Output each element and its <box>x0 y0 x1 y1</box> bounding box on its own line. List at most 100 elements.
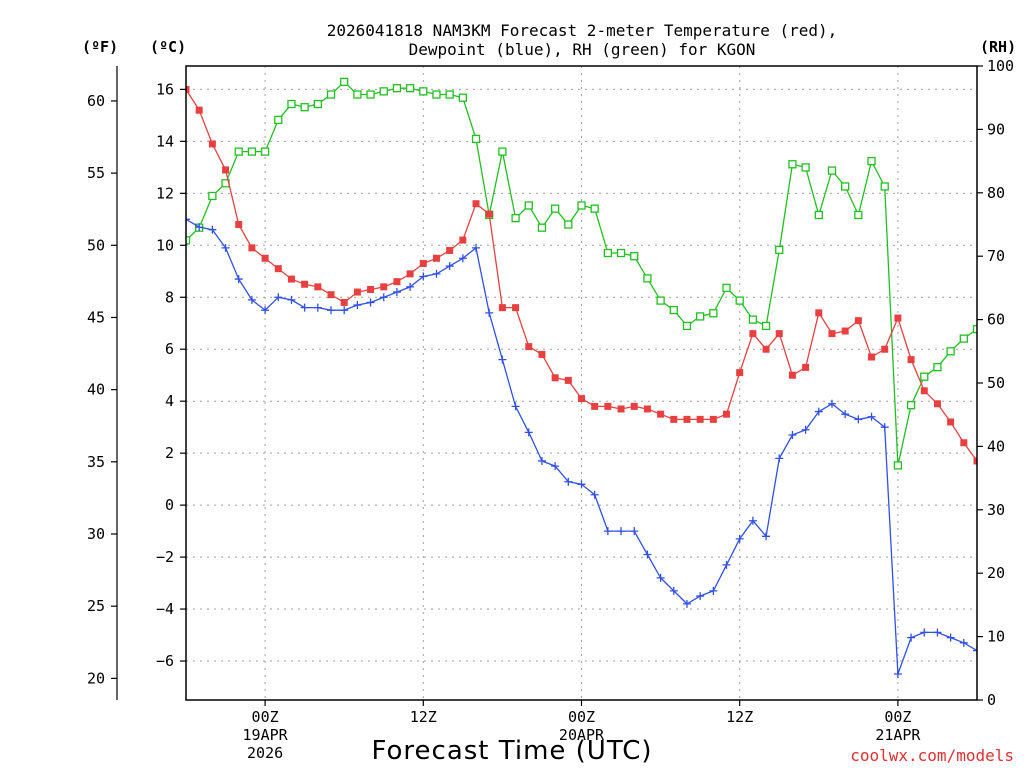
dewpoint-point <box>722 560 731 569</box>
2-meter-temperature-point <box>788 371 796 379</box>
dewpoint-point <box>735 534 744 543</box>
dewpoint-point <box>867 412 876 421</box>
rh-tick-label: 50 <box>987 374 1005 392</box>
rh-point <box>972 324 977 334</box>
rh-point <box>353 90 362 99</box>
2-meter-temperature-point <box>630 402 638 410</box>
rh-tick-label: 70 <box>987 247 1005 265</box>
rh-point <box>616 248 626 258</box>
dewpoint-point <box>300 303 309 312</box>
rh-point <box>274 115 283 125</box>
rh-tick-label: 10 <box>987 628 1005 646</box>
x-tick-label: 00Z <box>252 708 279 726</box>
2-meter-temperature-point <box>973 457 977 465</box>
rh-tick-label: 100 <box>987 57 1014 75</box>
rh-point <box>814 210 823 220</box>
dewpoint-point <box>656 573 665 582</box>
2-meter-temperature-point <box>868 353 876 361</box>
dewpoint-point <box>392 288 401 297</box>
dewpoint-point <box>907 633 916 642</box>
rh-point <box>498 147 507 156</box>
celsius-tick-label: 2 <box>165 444 174 462</box>
rh-point <box>656 296 665 305</box>
rh-point <box>186 236 191 245</box>
dewpoint-point <box>973 646 977 655</box>
dewpoint-point <box>814 407 823 416</box>
fahrenheit-tick-label: 45 <box>87 308 105 326</box>
2-meter-temperature-point <box>235 221 243 228</box>
2-meter-temperature-point <box>947 418 955 426</box>
dewpoint-point <box>247 295 256 304</box>
2-meter-temperature-point <box>419 259 427 267</box>
rh-point <box>550 204 560 213</box>
dewpoint-point <box>880 423 889 432</box>
dewpoint-point <box>854 415 863 424</box>
dewpoint-point <box>340 306 349 315</box>
dewpoint-point <box>498 355 507 364</box>
dewpoint-point <box>208 225 217 234</box>
2-meter-temperature-point <box>314 283 322 291</box>
dewpoint-point <box>472 243 481 252</box>
rh-point <box>537 223 547 232</box>
2-meter-temperature-point <box>472 200 480 208</box>
2-meter-temperature-point <box>828 330 836 338</box>
2-meter-temperature-point <box>907 356 915 364</box>
dewpoint-point <box>186 215 190 224</box>
rh-tick-label: 20 <box>987 564 1005 582</box>
x-axis-label: Forecast Time (UTC) <box>371 736 652 766</box>
rh-point <box>379 87 388 96</box>
rh-point <box>287 99 296 109</box>
rh-point <box>445 90 454 99</box>
dewpoint-point <box>696 592 705 601</box>
dewpoint-point <box>748 516 757 525</box>
rh-point <box>682 321 692 331</box>
dewpoint-point <box>630 527 639 536</box>
rh-point <box>405 84 415 93</box>
rh-point <box>854 210 863 220</box>
2-meter-temperature-point <box>881 345 889 353</box>
rh-point <box>340 77 349 86</box>
2-meter-temperature-point <box>261 254 269 262</box>
rh-point <box>577 201 586 210</box>
dewpoint-point <box>946 633 955 642</box>
dewpoint-point <box>234 275 243 284</box>
dewpoint-point <box>458 254 467 263</box>
plot-frame <box>185 65 978 701</box>
x-tick-label: 00Z <box>568 708 595 726</box>
celsius-tick-label: −6 <box>156 652 174 670</box>
rh-line <box>186 81 977 466</box>
rh-point <box>471 134 481 144</box>
rh-point <box>247 147 257 156</box>
dewpoint-point <box>485 308 494 317</box>
fahrenheit-tick-label: 40 <box>87 381 105 399</box>
2-meter-temperature-point <box>617 405 625 413</box>
rh-point <box>564 220 573 229</box>
celsius-tick-label: 0 <box>165 496 174 514</box>
x-tick-year-label: 2026 <box>247 744 283 762</box>
fahrenheit-tick-label: 55 <box>87 164 105 182</box>
fahrenheit-tick-label: 30 <box>87 525 105 543</box>
2-meter-temperature-point <box>643 405 651 413</box>
rh-tick-label: 90 <box>987 120 1005 138</box>
rh-point <box>735 296 744 305</box>
2-meter-temperature-point <box>367 285 375 293</box>
rh-point <box>722 283 731 293</box>
rh-point <box>234 147 243 156</box>
axes: −6 −4 −2 0 2 4 6 8 10 12 14 16 20 25 30 35 40 45 50 55 60 0 10… <box>87 57 1014 762</box>
rh-point <box>524 201 533 210</box>
2-meter-temperature-point <box>222 166 230 174</box>
celsius-tick-label: 4 <box>165 392 174 410</box>
rh-point <box>827 166 837 175</box>
celsius-tick-label: 16 <box>156 80 174 98</box>
celsius-tick-label: 8 <box>165 288 174 306</box>
dewpoint-point <box>590 490 599 499</box>
dewpoint-point <box>524 428 533 437</box>
plot-area <box>186 77 977 679</box>
2-meter-temperature-point <box>393 278 401 286</box>
2-meter-temperature-point <box>208 140 216 148</box>
rh-unit-label: (RH) <box>980 38 1016 56</box>
dewpoint-point <box>669 586 678 595</box>
dewpoint-point <box>537 456 546 465</box>
2-meter-temperature-point <box>274 265 282 273</box>
